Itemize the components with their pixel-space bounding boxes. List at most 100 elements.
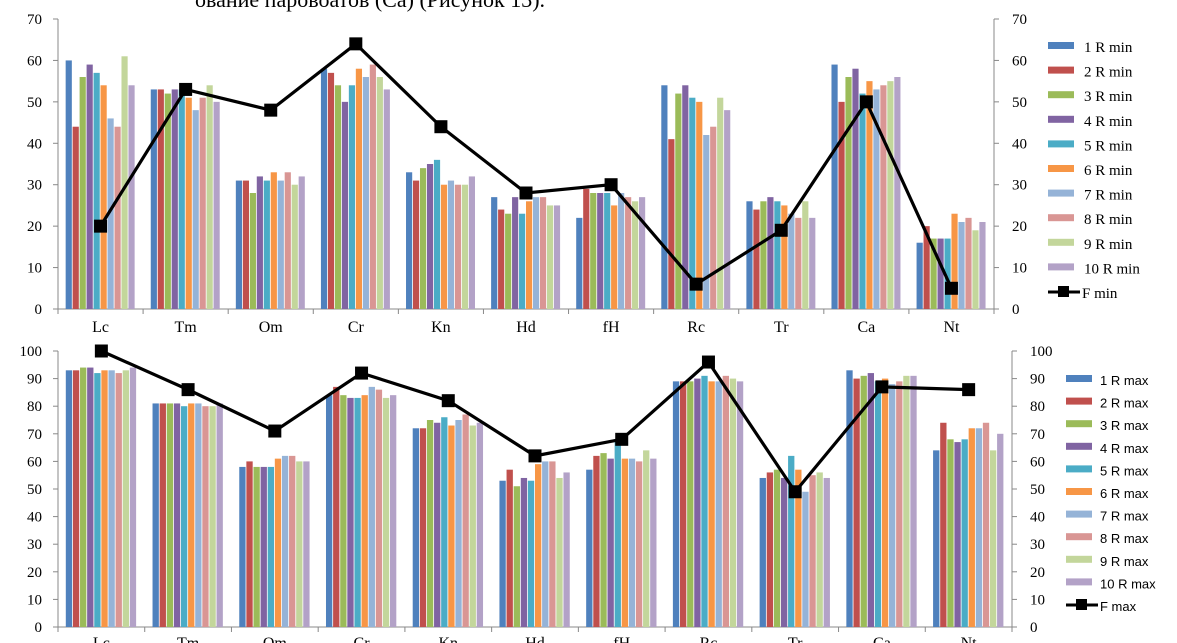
legend-label: 1 R max (1100, 373, 1149, 388)
bar (604, 193, 611, 309)
bar (708, 381, 715, 627)
legend-label: 3 R max (1100, 418, 1149, 433)
bar (476, 422, 484, 627)
bar (600, 453, 607, 627)
bar (852, 68, 859, 309)
bar (788, 213, 795, 309)
bar (689, 97, 696, 309)
legend-label: 7 R max (1100, 509, 1149, 524)
y-tick-label-right: 50 (1030, 482, 1045, 498)
bar (961, 439, 968, 627)
bar (468, 176, 475, 309)
bar (880, 85, 887, 310)
bar (795, 217, 802, 309)
y-tick-label-right: 20 (1030, 565, 1045, 581)
bar (542, 461, 549, 627)
y-tick-label-left: 90 (27, 372, 42, 388)
legend-label: 4 R max (1100, 441, 1149, 456)
bar (202, 406, 209, 627)
bar (178, 89, 185, 309)
legend-label: 8 R max (1100, 531, 1149, 546)
legend-label: 10 R max (1100, 576, 1156, 591)
bar (809, 475, 816, 627)
y-tick-label-left: 60 (27, 53, 42, 69)
bar (361, 395, 368, 627)
line-marker (774, 223, 788, 237)
bar (607, 458, 614, 627)
legend-swatch (1066, 375, 1092, 382)
bar (65, 60, 72, 309)
bar (965, 217, 972, 309)
chart-max: 0 0 10 10 20 20 30 30 40 40 50 50 60 60 70 70 80 80 90 90 10… (20, 344, 1157, 643)
legend-label: 5 R max (1100, 463, 1149, 478)
bar (940, 422, 947, 627)
x-tick-label: Om (263, 635, 288, 643)
legend-swatch (1048, 165, 1074, 172)
bar (72, 126, 79, 309)
bar (341, 101, 349, 309)
bar (823, 477, 830, 627)
bar (327, 72, 335, 309)
bar (874, 381, 882, 627)
bar (239, 466, 246, 627)
legend-label-line: F min (1082, 286, 1118, 302)
bar (774, 201, 781, 309)
bar (894, 77, 901, 309)
legend-swatch (1066, 397, 1092, 405)
bar (661, 85, 668, 310)
bar (369, 64, 376, 309)
bar (635, 461, 643, 627)
bar (447, 180, 455, 309)
bar (419, 168, 427, 309)
bar (355, 68, 362, 309)
x-tick-label: Lc (93, 635, 110, 643)
legend-label: 5 R min (1084, 138, 1133, 154)
legend-marker (1058, 286, 1069, 297)
bar (618, 193, 625, 309)
legend-label: 10 R min (1084, 261, 1140, 277)
bar (128, 85, 135, 310)
bar (206, 85, 213, 310)
y-tick-label-right: 40 (1030, 510, 1045, 526)
bar (101, 370, 108, 627)
bar (157, 89, 164, 309)
bar (192, 110, 199, 310)
bar (284, 172, 291, 309)
bar (717, 97, 724, 309)
bar (368, 386, 375, 627)
y-tick-label-left: 0 (35, 620, 43, 636)
bar (115, 373, 122, 627)
bar (553, 205, 561, 309)
y-tick-label-left: 30 (27, 178, 42, 194)
bar (816, 472, 823, 627)
bar (632, 201, 639, 309)
line-marker (441, 394, 455, 408)
line-marker (355, 366, 369, 380)
bar (846, 370, 853, 627)
legend-swatch (1066, 420, 1092, 428)
bar (838, 101, 845, 309)
bar (256, 176, 263, 309)
legend-swatch (1048, 91, 1074, 99)
y-tick-label-left: 0 (35, 302, 43, 318)
bar (896, 381, 903, 627)
bar (281, 455, 289, 627)
bar (129, 367, 137, 627)
bar (759, 477, 766, 627)
bar (736, 381, 744, 627)
legend-label: 4 R min (1084, 114, 1133, 130)
bar (216, 403, 223, 627)
bar (853, 378, 860, 627)
line-marker (701, 355, 715, 369)
legend-swatch (1048, 189, 1074, 197)
x-tick-label: Om (259, 319, 284, 336)
bar (760, 201, 767, 309)
line-marker (875, 380, 889, 394)
bar (519, 213, 526, 309)
bar (499, 480, 506, 627)
line-marker (349, 37, 363, 51)
bar (455, 420, 462, 627)
legend-label: 7 R min (1084, 188, 1133, 204)
bar (625, 197, 632, 309)
bar (979, 222, 986, 309)
